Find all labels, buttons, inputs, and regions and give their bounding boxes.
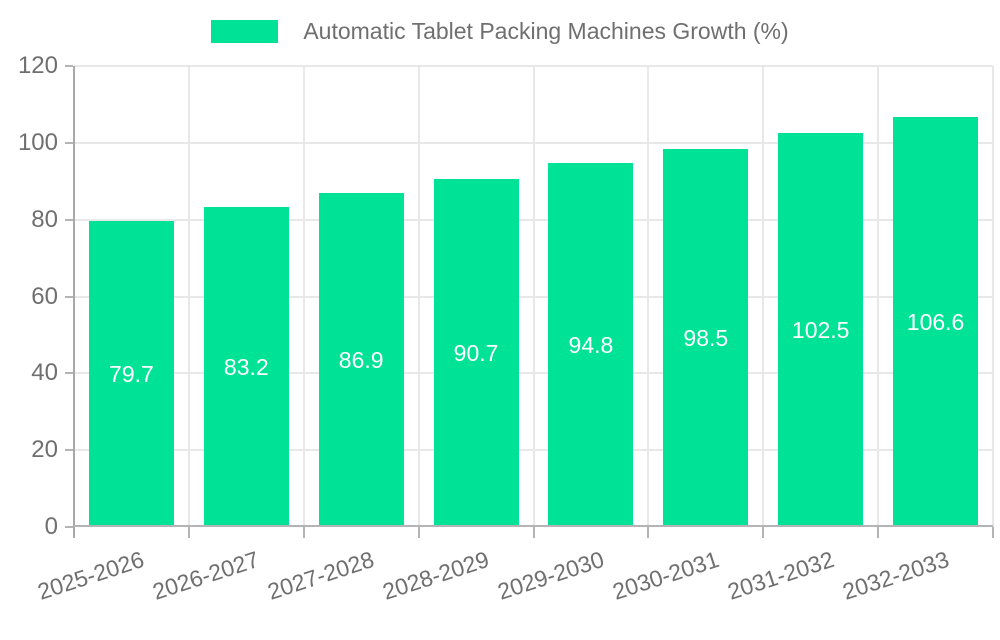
x-gridline <box>187 66 190 527</box>
x-axis-tick <box>302 527 305 538</box>
bar-value-label: 86.9 <box>338 347 384 374</box>
bar-2026-2027[interactable] <box>203 207 289 525</box>
bar-value-label: 90.7 <box>453 339 499 366</box>
bar-2030-2031[interactable] <box>663 148 749 525</box>
x-gridline <box>762 66 765 527</box>
bar-value-label: 106.6 <box>906 309 965 336</box>
x-axis-line <box>74 525 993 527</box>
y-axis-tick-label: 0 <box>44 513 58 540</box>
y-axis-tick <box>65 141 73 144</box>
y-axis-tick-label: 60 <box>31 282 58 310</box>
bar-2032-2033[interactable] <box>893 117 979 525</box>
x-gridline <box>532 66 535 527</box>
bar-2028-2029[interactable] <box>433 178 519 525</box>
legend-marker-swatch <box>211 20 279 43</box>
x-gridline <box>877 66 880 527</box>
bar-chart: Automatic Tablet Packing Machines Growth… <box>0 18 1000 605</box>
y-axis-tick <box>65 449 73 452</box>
x-axis-tick <box>762 527 765 538</box>
y-axis-tick-label: 80 <box>31 205 58 233</box>
plot-area: 0 20 40 60 80 100 120 79.7 2025-2026 83.2 2026-202… <box>18 53 994 605</box>
bar-2031-2032[interactable] <box>778 133 864 525</box>
x-axis-tick <box>532 527 535 538</box>
y-axis-tick <box>65 372 73 375</box>
y-axis-tick <box>65 65 73 67</box>
y-axis-tick-label: 40 <box>31 359 58 387</box>
y-axis-line <box>73 66 75 538</box>
y-axis-tick <box>65 295 73 298</box>
bar-value-label: 83.2 <box>223 354 269 381</box>
chart-legend[interactable]: Automatic Tablet Packing Machines Growth… <box>0 18 1000 45</box>
bar-value-label: 102.5 <box>791 317 850 344</box>
bar-2029-2030[interactable] <box>548 162 634 525</box>
x-axis-tick <box>992 527 994 538</box>
x-gridline <box>647 66 650 527</box>
y-axis-tick <box>65 526 73 528</box>
y-axis-tick-label: 100 <box>17 128 58 156</box>
bar-value-label: 98.5 <box>683 324 729 351</box>
x-axis-tick <box>877 527 880 538</box>
y-axis-tick-label: 20 <box>31 436 58 464</box>
legend-series-label: Automatic Tablet Packing Machines Growth… <box>303 18 789 44</box>
x-axis-tick <box>647 527 650 538</box>
x-axis-tick <box>417 527 420 538</box>
bar-2027-2028[interactable] <box>318 193 404 525</box>
bar-value-label: 94.8 <box>568 331 614 358</box>
x-axis-tick <box>187 527 190 538</box>
bar-value-label: 79.7 <box>109 360 154 387</box>
y-axis-tick <box>65 218 73 221</box>
x-gridline <box>302 66 305 527</box>
y-axis-tick-label: 120 <box>17 52 58 79</box>
x-gridline <box>417 66 420 527</box>
x-gridline <box>992 66 994 527</box>
bar-2025-2026[interactable] <box>88 220 174 525</box>
